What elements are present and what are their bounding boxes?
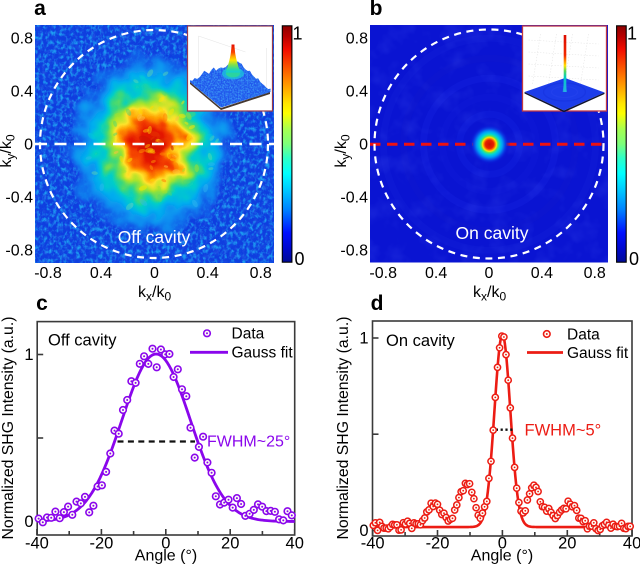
svg-text:1: 1 [359,330,368,348]
svg-text:Data: Data [232,326,265,343]
svg-text:-0.4: -0.4 [5,190,33,207]
svg-text:0: 0 [24,137,33,154]
svg-text:20: 20 [558,535,576,553]
svg-text:ky/k0: ky/k0 [333,134,353,167]
svg-text:1: 1 [24,346,33,364]
svg-text:-40: -40 [25,535,49,553]
svg-text:Normalized SHG Intensity (a.u.: Normalized SHG Intensity (a.u.) [335,317,352,540]
svg-text:Data: Data [567,327,600,344]
svg-text:0: 0 [24,513,33,531]
svg-text:-20: -20 [89,535,113,553]
svg-text:0: 0 [629,249,639,269]
svg-text:-0.8: -0.8 [34,265,62,282]
svg-text:40: 40 [286,535,304,553]
svg-text:0.4: 0.4 [531,265,553,282]
svg-text:0.4: 0.4 [346,84,368,101]
svg-text:0: 0 [359,137,368,154]
svg-text:-0.8: -0.8 [340,243,368,260]
svg-text:1: 1 [293,24,303,44]
svg-text:0: 0 [161,535,170,553]
svg-text:a: a [34,0,46,20]
svg-text:0.8: 0.8 [584,265,606,282]
svg-text:FWHM~5°: FWHM~5° [525,422,602,440]
svg-text:0.8: 0.8 [250,265,272,282]
svg-text:0.4: 0.4 [90,265,112,282]
svg-text:0.4: 0.4 [425,265,447,282]
svg-text:0: 0 [359,522,368,540]
svg-text:-0.8: -0.8 [5,243,33,260]
svg-text:Gauss fit: Gauss fit [567,345,629,362]
svg-text:kx/k0: kx/k0 [473,284,506,304]
svg-text:0: 0 [498,535,507,553]
svg-text:40: 40 [623,535,640,553]
svg-text:On cavity: On cavity [456,223,529,243]
svg-text:Angle (°): Angle (°) [471,548,533,565]
svg-text:c: c [36,292,48,315]
svg-text:Off cavity: Off cavity [48,332,117,350]
svg-text:b: b [370,0,383,20]
svg-text:-0.4: -0.4 [340,190,368,207]
svg-text:Normalized SHG Intensity (a.u.: Normalized SHG Intensity (a.u.) [0,317,17,540]
svg-text:FWHM~25°: FWHM~25° [207,434,290,451]
svg-text:On cavity: On cavity [386,332,456,350]
svg-text:0.4: 0.4 [196,265,218,282]
svg-text:-0.8: -0.8 [369,265,397,282]
svg-text:-40: -40 [361,535,385,553]
svg-text:0: 0 [295,249,305,269]
svg-text:Gauss fit: Gauss fit [232,345,294,362]
svg-text:20: 20 [221,535,239,553]
svg-text:d: d [371,292,384,315]
svg-text:0.8: 0.8 [11,31,33,48]
svg-text:0.8: 0.8 [346,31,368,48]
svg-text:-20: -20 [426,535,450,553]
svg-text:0.4: 0.4 [11,84,33,101]
svg-text:0: 0 [150,265,159,282]
svg-text:Angle (°): Angle (°) [135,548,197,565]
svg-text:1: 1 [627,24,637,44]
svg-text:kx/k0: kx/k0 [138,284,171,304]
svg-text:Off cavity: Off cavity [118,227,191,247]
svg-text:ky/k0: ky/k0 [0,134,18,167]
svg-text:0: 0 [485,265,494,282]
